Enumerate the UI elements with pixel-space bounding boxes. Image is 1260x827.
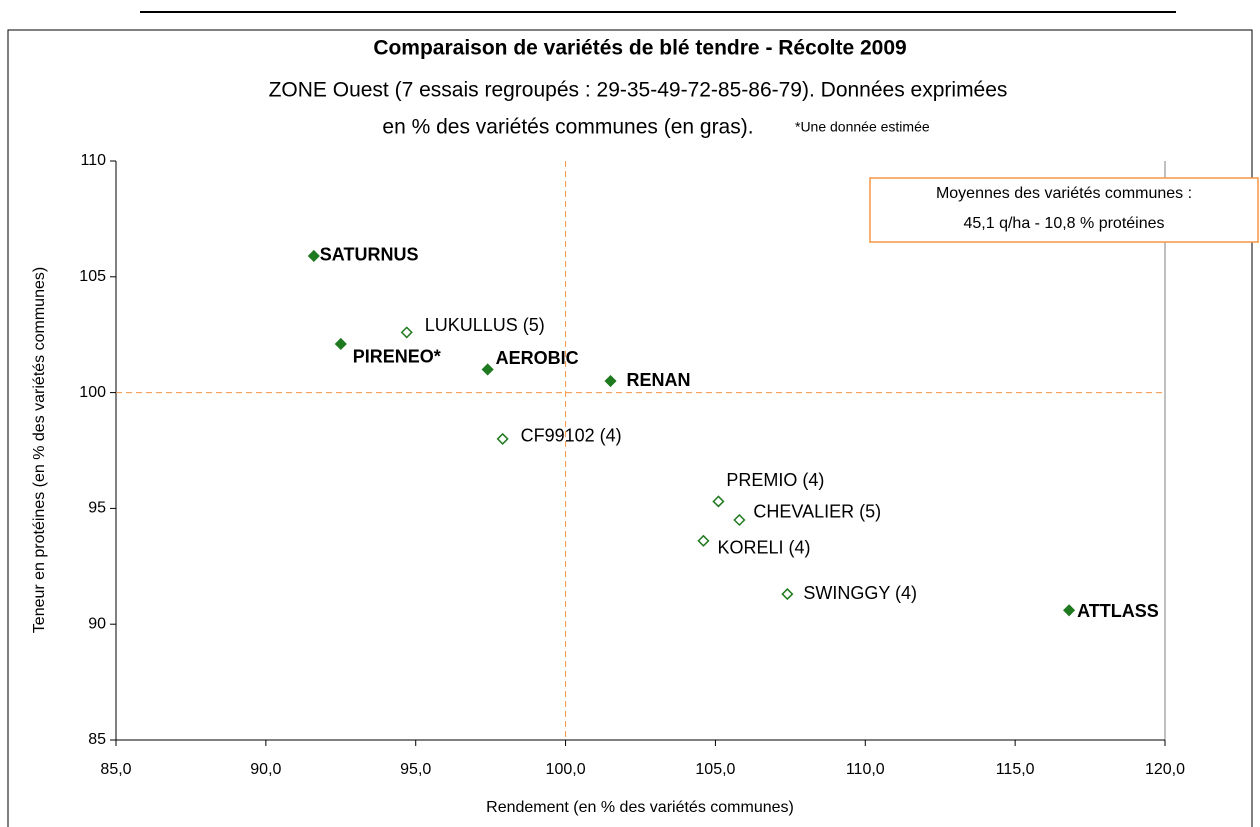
- point: [496, 432, 509, 445]
- x-tick-label: 95,0: [400, 761, 431, 778]
- annotation-box: [869, 177, 1259, 243]
- y-tick-label: 85: [88, 731, 106, 748]
- point-label: PIRENEO*: [353, 347, 441, 367]
- chart-border: [7, 29, 1253, 827]
- chart-subtitle: ZONE Ouest (7 essais regroupés : 29-35-4…: [269, 79, 1008, 102]
- chart-note: *Une donnée estimée: [795, 119, 930, 135]
- point-label: LUKULLUS (5): [425, 315, 545, 335]
- point: [334, 337, 347, 351]
- point: [733, 513, 746, 527]
- annotation-text: Moyennes des variétés communes :: [936, 185, 1192, 202]
- y-tick-label: 105: [79, 268, 106, 285]
- x-axis-label: Rendement (en % des variétés communes): [486, 799, 794, 816]
- point: [697, 534, 710, 547]
- point-label: KORELI (4): [717, 538, 810, 558]
- x-tick-label: 115,0: [996, 761, 1035, 778]
- point-label: SWINGGY (4): [803, 583, 917, 603]
- point-label: RENAN: [627, 370, 691, 390]
- annotation-text: 45,1 q/ha - 10,8 % protéines: [963, 215, 1164, 232]
- point-label: SATURNUS: [320, 245, 419, 265]
- x-tick-label: 105,0: [695, 761, 735, 778]
- y-tick-label: 100: [79, 384, 106, 401]
- point-label: CF99102 (4): [521, 426, 622, 446]
- x-tick-label: 120,0: [1145, 761, 1185, 778]
- y-axis-label: Teneur en protéines (en % des variétés c…: [31, 267, 48, 633]
- x-tick-label: 100,0: [546, 761, 586, 778]
- point: [1063, 604, 1076, 617]
- point: [781, 588, 794, 601]
- chart-subtitle: en % des variétés communes (en gras).: [382, 116, 753, 139]
- point: [400, 326, 413, 339]
- point-label: AEROBIC: [496, 348, 579, 368]
- point: [604, 374, 617, 388]
- point: [712, 495, 725, 508]
- chart-title: Comparaison de variétés de blé tendre - …: [373, 37, 906, 60]
- y-tick-label: 90: [88, 615, 106, 632]
- y-tick-label: 110: [80, 152, 106, 169]
- point: [307, 249, 320, 263]
- point-label: PREMIO (4): [726, 470, 824, 490]
- x-tick-label: 110,0: [846, 761, 885, 778]
- x-tick-label: 90,0: [250, 761, 281, 778]
- point: [481, 363, 494, 376]
- point-label: CHEVALIER (5): [753, 502, 881, 522]
- y-tick-label: 95: [88, 500, 106, 517]
- x-tick-label: 85,0: [100, 761, 131, 778]
- point-label: ATTLASS: [1077, 601, 1159, 621]
